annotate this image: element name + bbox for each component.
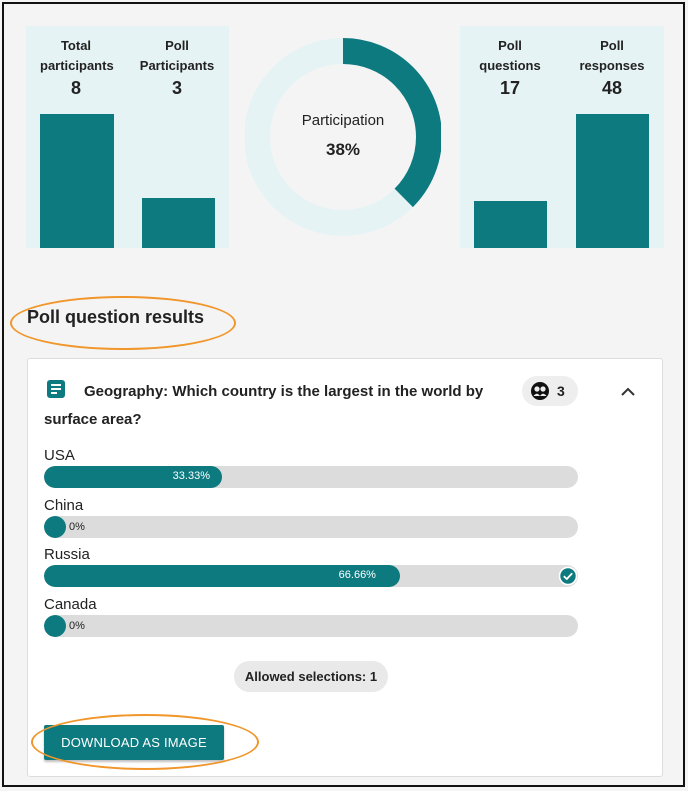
check-circle-icon bbox=[558, 566, 578, 586]
option-percent: 66.66% bbox=[338, 569, 376, 581]
participation-value: 38% bbox=[325, 140, 361, 159]
option-label: Canada bbox=[44, 596, 97, 613]
poll-responses-stat: Poll responses 48 bbox=[562, 26, 662, 248]
option-percent: 33.33% bbox=[172, 470, 210, 482]
question-text: Geography: Which country is the largest … bbox=[44, 383, 484, 428]
poll-participants-value: 3 bbox=[171, 78, 182, 98]
option-bar-track: 0% bbox=[44, 615, 578, 637]
participation-donut bbox=[245, 38, 441, 236]
chevron-up-icon[interactable] bbox=[618, 385, 638, 399]
poll-questions-label: Poll questions bbox=[479, 38, 541, 73]
poll-questions-bar bbox=[474, 200, 547, 248]
donut-fill bbox=[245, 38, 441, 236]
option-label: China bbox=[44, 497, 84, 514]
option-bar-track: 66.66% bbox=[44, 565, 578, 587]
option-bar-fill bbox=[44, 516, 66, 538]
option-label: Russia bbox=[44, 546, 90, 563]
participants-stats-panel: Total participants 8 Poll Participants 3 bbox=[26, 26, 229, 248]
responses-badge[interactable]: 3 bbox=[522, 376, 578, 406]
poll-responses-bar bbox=[576, 114, 649, 248]
highlight-annotation bbox=[10, 296, 236, 350]
people-icon bbox=[531, 382, 549, 400]
option-bar-fill bbox=[44, 565, 400, 587]
poll-stats-panel: Poll questions 17 Poll responses 48 bbox=[460, 26, 664, 248]
responses-count: 3 bbox=[557, 383, 565, 399]
option-bar-fill bbox=[44, 466, 222, 488]
option-percent: 0% bbox=[69, 620, 85, 632]
poll-responses-value: 48 bbox=[601, 78, 623, 98]
poll-participants-label: Poll Participants bbox=[139, 38, 215, 73]
total-participants-value: 8 bbox=[70, 78, 81, 98]
poll-questions-stat: Poll questions 17 bbox=[460, 26, 560, 248]
option-bar-fill bbox=[44, 615, 66, 637]
text-document-icon bbox=[47, 380, 65, 398]
total-participants-bar bbox=[40, 114, 114, 248]
option-percent: 0% bbox=[69, 521, 85, 533]
option-label: USA bbox=[44, 447, 75, 464]
poll-responses-label: Poll responses bbox=[579, 38, 645, 73]
option-bar-track: 0% bbox=[44, 516, 578, 538]
highlight-annotation bbox=[31, 714, 259, 770]
allowed-selections-chip: Allowed selections: 1 bbox=[234, 661, 388, 692]
poll-participants-stat: Poll Participants 3 bbox=[127, 26, 227, 248]
total-participants-stat: Total participants 8 bbox=[26, 26, 126, 248]
total-participants-label: Total participants bbox=[40, 38, 114, 73]
poll-participants-bar bbox=[142, 197, 215, 248]
poll-questions-value: 17 bbox=[499, 78, 521, 98]
participation-label: Participation bbox=[301, 112, 385, 129]
option-bar-track: 33.33% bbox=[44, 466, 578, 488]
